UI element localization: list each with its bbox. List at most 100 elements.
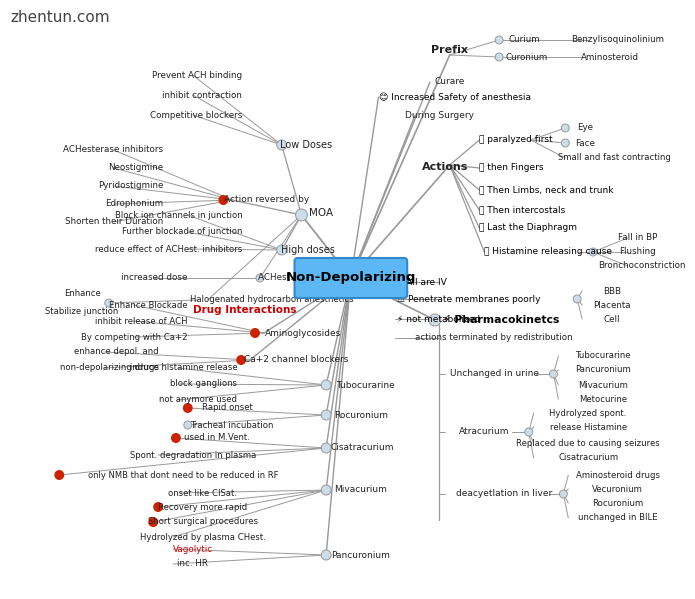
Circle shape xyxy=(559,490,567,498)
Circle shape xyxy=(54,470,64,480)
Circle shape xyxy=(321,550,331,560)
Text: ⚠ Penetrate membranes poorly: ⚠ Penetrate membranes poorly xyxy=(398,295,541,304)
Text: inhibit contraction: inhibit contraction xyxy=(162,90,242,99)
Circle shape xyxy=(562,124,569,132)
Text: ⚡ not metabolized: ⚡ not metabolized xyxy=(398,314,480,323)
Text: Vagolytic: Vagolytic xyxy=(172,544,213,553)
Circle shape xyxy=(153,502,163,512)
Text: Bronchoconstriction: Bronchoconstriction xyxy=(598,262,685,271)
Text: Rocuronium: Rocuronium xyxy=(334,410,388,419)
Text: Prevent ACH binding: Prevent ACH binding xyxy=(152,71,242,80)
Text: Ca+2 channel blockers: Ca+2 channel blockers xyxy=(245,355,349,365)
Text: Short surgical procedures: Short surgical procedures xyxy=(147,518,258,527)
Text: Actions: Actions xyxy=(422,162,468,172)
Text: Hydrolyzed by plasma CHest.: Hydrolyzed by plasma CHest. xyxy=(140,533,265,541)
Text: not anymore used: not anymore used xyxy=(159,395,237,404)
Text: onset like CISat.: onset like CISat. xyxy=(168,489,237,498)
Text: Aminoglycosides: Aminoglycosides xyxy=(265,328,341,337)
Text: Mivacurium: Mivacurium xyxy=(334,486,387,495)
Text: actions terminated by redistribution: actions terminated by redistribution xyxy=(416,334,573,343)
Text: Tubocurarine: Tubocurarine xyxy=(575,352,630,361)
Circle shape xyxy=(184,421,192,429)
Text: Tubocurarine: Tubocurarine xyxy=(336,380,395,389)
Circle shape xyxy=(295,209,307,221)
Text: Curium: Curium xyxy=(508,35,539,44)
Text: 🧪 Histamine releasing cause: 🧪 Histamine releasing cause xyxy=(484,247,612,256)
Text: Vecuronium: Vecuronium xyxy=(592,485,643,494)
Text: 😊 Increased Safety of anesthesia: 😊 Increased Safety of anesthesia xyxy=(379,92,530,102)
Text: unchanged in BILE: unchanged in BILE xyxy=(578,513,657,522)
Text: Rocuronium: Rocuronium xyxy=(592,498,644,507)
Text: non-depolarizing drugs: non-depolarizing drugs xyxy=(60,364,159,373)
Text: ⚡ All are IV: ⚡ All are IV xyxy=(398,277,447,286)
Text: Mivacurium: Mivacurium xyxy=(578,380,628,389)
Text: 👍 then Fingers: 👍 then Fingers xyxy=(480,164,544,173)
Text: ⚡ Pharmacokinetcs: ⚡ Pharmacokinetcs xyxy=(443,315,559,325)
Text: Rapid onset: Rapid onset xyxy=(202,404,253,413)
Text: Shorten their Duration: Shorten their Duration xyxy=(65,217,163,226)
Circle shape xyxy=(321,485,331,495)
Text: Competitive blockers: Competitive blockers xyxy=(149,110,242,119)
Text: ACHesterase inhibitors: ACHesterase inhibitors xyxy=(63,146,163,155)
Circle shape xyxy=(236,355,246,365)
Circle shape xyxy=(105,299,113,307)
Text: release Histamine: release Histamine xyxy=(550,422,627,431)
Circle shape xyxy=(277,140,286,150)
Text: Non-Depolarizing: Non-Depolarizing xyxy=(286,271,416,285)
Text: 🔑 Then intercostals: 🔑 Then intercostals xyxy=(480,205,566,214)
Text: Small and fast contracting: Small and fast contracting xyxy=(558,153,671,162)
Text: Drug Interactions: Drug Interactions xyxy=(193,305,297,315)
Text: Low Doses: Low Doses xyxy=(280,140,332,150)
Text: MOA: MOA xyxy=(309,208,334,218)
Text: 🚶 Then Limbs, neck and trunk: 🚶 Then Limbs, neck and trunk xyxy=(480,186,614,195)
Circle shape xyxy=(429,314,441,326)
Text: inhibit release of ACH: inhibit release of ACH xyxy=(95,316,188,325)
Text: Recovery more rapid: Recovery more rapid xyxy=(158,503,247,512)
Text: Stabilize junction: Stabilize junction xyxy=(45,307,119,316)
Text: High doses: High doses xyxy=(281,245,335,255)
Text: Face: Face xyxy=(575,138,595,147)
Text: Enhance: Enhance xyxy=(64,289,100,298)
Circle shape xyxy=(256,274,264,282)
Text: only NMB that dont need to be reduced in RF: only NMB that dont need to be reduced in… xyxy=(88,470,278,480)
Text: Block ion channels in junction: Block ion channels in junction xyxy=(115,210,242,219)
Text: Aminosteroid: Aminosteroid xyxy=(581,53,639,62)
Circle shape xyxy=(321,410,331,420)
Text: Placenta: Placenta xyxy=(593,301,630,310)
Text: Pancuronium: Pancuronium xyxy=(332,550,390,559)
Text: 🔑 Last the Diaphragm: 🔑 Last the Diaphragm xyxy=(480,223,578,232)
Text: enhance depol. and: enhance depol. and xyxy=(74,347,159,356)
Circle shape xyxy=(148,517,158,527)
Text: Neostigmine: Neostigmine xyxy=(108,164,163,173)
Text: Action reversed by: Action reversed by xyxy=(224,195,309,204)
Text: Atracurium: Atracurium xyxy=(459,428,509,437)
Circle shape xyxy=(183,403,193,413)
Text: Eye: Eye xyxy=(577,123,593,132)
Text: Curare: Curare xyxy=(434,77,465,86)
Text: used in M.Vent.: used in M.Vent. xyxy=(184,434,250,443)
Text: reduce effect of ACHest. inhibitors: reduce effect of ACHest. inhibitors xyxy=(95,244,242,253)
Text: ACHest. inhibitors: ACHest. inhibitors xyxy=(259,274,336,283)
Text: Metocurine: Metocurine xyxy=(579,395,627,404)
Text: Fall in BP: Fall in BP xyxy=(618,234,657,243)
Text: Replaced due to causing seizures: Replaced due to causing seizures xyxy=(516,438,660,447)
Text: Enhance Blockade: Enhance Blockade xyxy=(109,301,188,310)
FancyBboxPatch shape xyxy=(295,258,407,298)
Circle shape xyxy=(171,433,181,443)
Circle shape xyxy=(250,328,260,338)
Circle shape xyxy=(589,248,597,256)
Circle shape xyxy=(562,139,569,147)
Text: Unchanged in urine: Unchanged in urine xyxy=(450,370,539,379)
Circle shape xyxy=(321,380,331,390)
Text: deacyetlation in liver: deacyetlation in liver xyxy=(456,489,553,498)
Circle shape xyxy=(495,53,503,61)
Circle shape xyxy=(495,36,503,44)
Text: Pyridostigmine: Pyridostigmine xyxy=(98,181,163,190)
Text: zhentun.com: zhentun.com xyxy=(10,11,110,26)
Text: Cisatracurium: Cisatracurium xyxy=(331,443,395,452)
Circle shape xyxy=(218,195,229,205)
Text: Edrophonium: Edrophonium xyxy=(105,199,163,208)
Text: Flushing: Flushing xyxy=(619,247,656,256)
Text: increased dose: increased dose xyxy=(122,274,188,283)
Text: Aminosteroid drugs: Aminosteroid drugs xyxy=(575,470,660,480)
